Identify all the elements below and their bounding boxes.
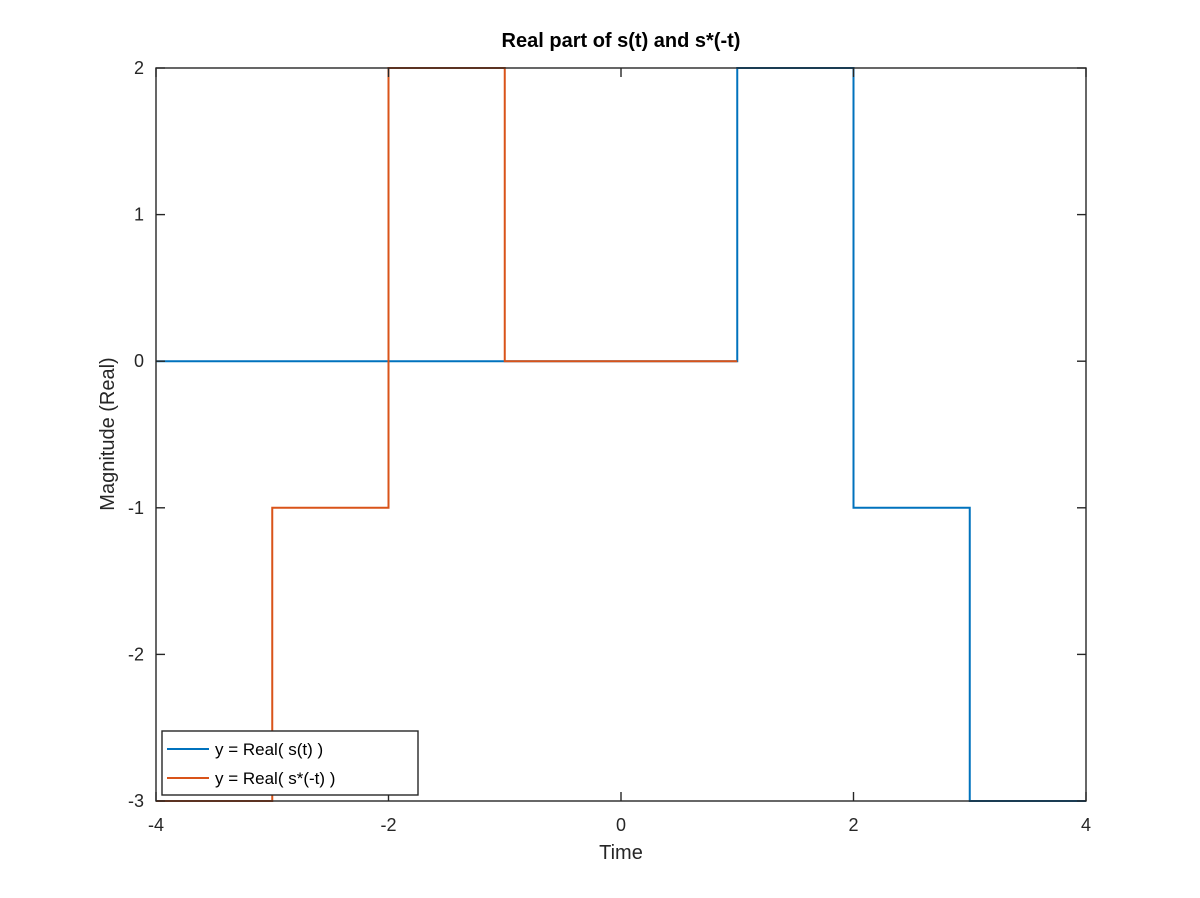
y-tick-label: -1 — [128, 498, 144, 518]
series-line-1 — [156, 67, 1086, 802]
legend[interactable]: y = Real( s(t) ) y = Real( s*(-t) ) — [161, 730, 419, 796]
y-tick-label: 0 — [134, 351, 144, 371]
y-axis-label: Magnitude (Real) — [97, 357, 119, 510]
plot-area — [156, 68, 1086, 801]
x-tick-label: -2 — [380, 815, 396, 835]
x-tick-label: 2 — [848, 815, 858, 835]
y-tick-label: 2 — [134, 58, 144, 78]
y-tick-label: 1 — [134, 205, 144, 225]
tick-labels-layer: -4 -2 0 2 4 -3 -2 -1 0 1 2 — [128, 58, 1091, 835]
x-tick-label: 4 — [1081, 815, 1091, 835]
y-tick-label: -3 — [128, 791, 144, 811]
axes-layer — [155, 67, 1087, 802]
legend-box — [161, 730, 419, 796]
legend-label-series-2: y = Real( s*(-t) ) — [215, 769, 335, 788]
chart-title: Real part of s(t) and s*(-t) — [502, 30, 741, 52]
legend-label-series-1: y = Real( s(t) ) — [215, 740, 323, 759]
x-tick-label: 0 — [616, 815, 626, 835]
y-tick-label: -2 — [128, 644, 144, 664]
x-axis-label: Time — [599, 842, 643, 864]
x-tick-label: -4 — [148, 815, 164, 835]
